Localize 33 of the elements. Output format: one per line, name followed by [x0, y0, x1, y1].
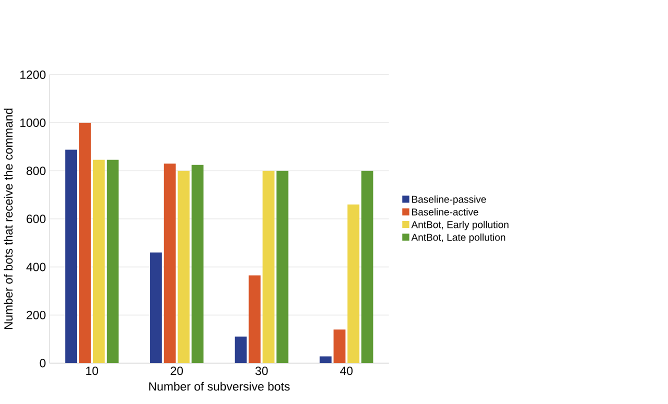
bar [276, 170, 288, 364]
bar [106, 160, 119, 364]
legend-label: Baseline-active [412, 208, 478, 216]
x-tick-label: 40 [340, 366, 353, 376]
bar [192, 164, 204, 364]
legend-label: Baseline-passive [412, 195, 486, 205]
y-tick-label: 200 [26, 310, 46, 320]
y-tick-label: 400 [26, 262, 46, 272]
legend-label: AntBot, Early pollution [411, 220, 508, 230]
y-tick-label: 1200 [20, 70, 46, 79]
bar [65, 150, 78, 364]
bar [234, 336, 247, 364]
y-axis-title: Number of bots that receive the command [4, 108, 13, 329]
bar [262, 170, 274, 364]
bar [92, 160, 105, 364]
bar [320, 356, 332, 364]
bar [150, 252, 162, 364]
bar [79, 122, 91, 364]
bar [361, 170, 374, 364]
x-axis-title: Number of subversive bots [149, 382, 290, 391]
y-tick-label: 1000 [20, 118, 46, 127]
legend-label: AntBot, Late pollution [411, 234, 506, 243]
bar [164, 164, 176, 364]
y-tick-label: 0 [40, 358, 46, 368]
bar [334, 329, 346, 364]
bar [178, 170, 190, 364]
y-tick-label: 800 [26, 166, 46, 175]
x-tick-label: 20 [170, 366, 183, 376]
bar [248, 275, 261, 364]
x-tick-label: 30 [255, 366, 268, 376]
bar [347, 204, 360, 364]
y-tick-label: 600 [26, 214, 46, 224]
x-tick-label: 10 [86, 366, 98, 376]
